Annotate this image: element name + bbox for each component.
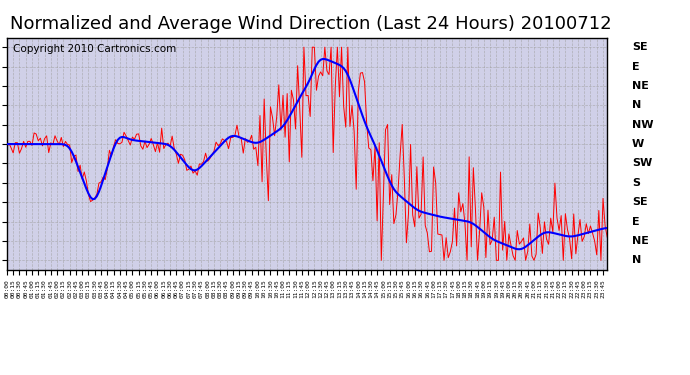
Text: E: E: [632, 62, 640, 72]
Text: Normalized and Average Wind Direction (Last 24 Hours) 20100712: Normalized and Average Wind Direction (L…: [10, 15, 611, 33]
Text: NE: NE: [632, 236, 649, 246]
Text: NW: NW: [632, 120, 653, 130]
Text: SE: SE: [632, 42, 648, 52]
Text: SW: SW: [632, 158, 652, 168]
Text: N: N: [632, 255, 641, 266]
Text: E: E: [632, 217, 640, 226]
Text: NE: NE: [632, 81, 649, 91]
Text: SE: SE: [632, 197, 648, 207]
Text: N: N: [632, 100, 641, 110]
Text: Copyright 2010 Cartronics.com: Copyright 2010 Cartronics.com: [13, 45, 176, 54]
Text: W: W: [632, 139, 644, 149]
Text: S: S: [632, 178, 640, 188]
